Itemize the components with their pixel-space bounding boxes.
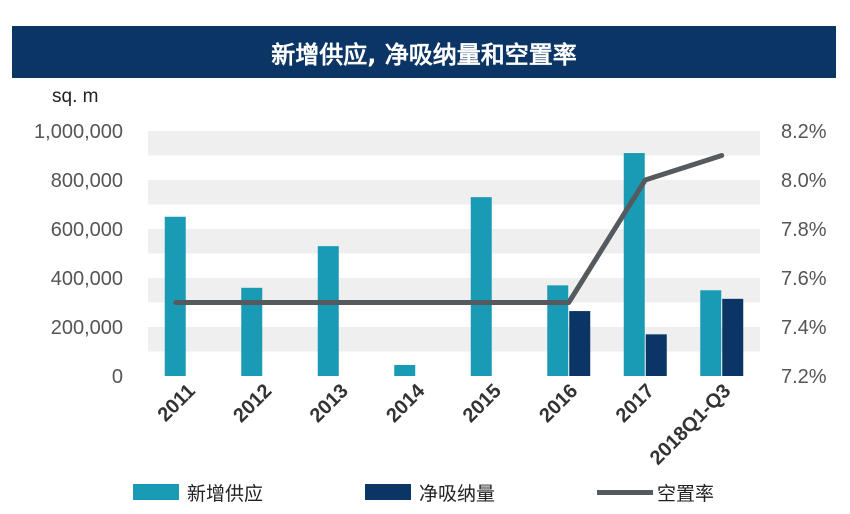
left-tick-label: 800,000 — [51, 170, 123, 192]
left-tick-label: 600,000 — [51, 219, 123, 241]
legend-swatch-absorption — [365, 484, 411, 500]
bar-supply — [241, 287, 263, 376]
left-tick-label: 400,000 — [51, 268, 123, 290]
category-label: 2013 — [306, 380, 353, 427]
grid-band — [148, 180, 760, 205]
category-label: 2012 — [229, 380, 276, 427]
chart-title-bar: 新增供应, 净吸纳量和空置率 — [12, 26, 836, 78]
line-vacancy — [173, 153, 725, 305]
category-label: 2016 — [535, 380, 582, 427]
bar-supply — [317, 246, 339, 376]
legend-item-supply: 新增供应 — [133, 475, 263, 509]
bar-absorption — [722, 298, 744, 376]
grid-band — [148, 229, 760, 254]
bar-supply — [164, 216, 186, 376]
category-label: 2017 — [612, 380, 659, 427]
right-tick-label: 7.4% — [781, 317, 827, 339]
category-label: 2015 — [459, 380, 506, 427]
category-label: 2018Q1-Q3 — [646, 380, 735, 469]
legend-label-absorption: 净吸纳量 — [419, 482, 496, 505]
left-tick-label: 0 — [112, 366, 123, 388]
bar-supply — [547, 285, 569, 376]
bar-supply — [700, 290, 722, 376]
grid-band — [148, 327, 760, 352]
legend-swatch-supply — [133, 484, 179, 500]
legend-item-absorption: 净吸纳量 — [365, 475, 495, 509]
bar-supply — [394, 364, 416, 376]
left-tick-label: 200,000 — [51, 317, 123, 339]
grid-band — [148, 131, 760, 156]
category-label: 2011 — [154, 380, 200, 426]
legend-label-vacancy: 空置率 — [657, 482, 715, 505]
right-tick-label: 8.2% — [781, 121, 827, 143]
grid-band — [148, 278, 760, 303]
legend-label-supply: 新增供应 — [187, 482, 264, 505]
right-tick-label: 7.8% — [781, 219, 827, 241]
right-tick-label: 7.6% — [781, 268, 827, 290]
right-tick-label: 8.0% — [781, 170, 827, 192]
chart-title: 新增供应, 净吸纳量和空置率 — [271, 40, 577, 69]
left-tick-label: 1,000,000 — [34, 121, 123, 143]
bar-supply — [470, 197, 492, 376]
category-label: 2014 — [382, 379, 430, 427]
right-tick-label: 7.2% — [781, 366, 827, 388]
chart-legend: 新增供应 净吸纳量 空置率 — [0, 475, 850, 509]
left-axis-unit-label: sq. m — [52, 86, 99, 107]
legend-line-vacancy — [597, 489, 653, 495]
bar-absorption — [569, 311, 591, 376]
legend-item-vacancy: 空置率 — [597, 475, 714, 509]
bar-absorption — [645, 334, 667, 376]
